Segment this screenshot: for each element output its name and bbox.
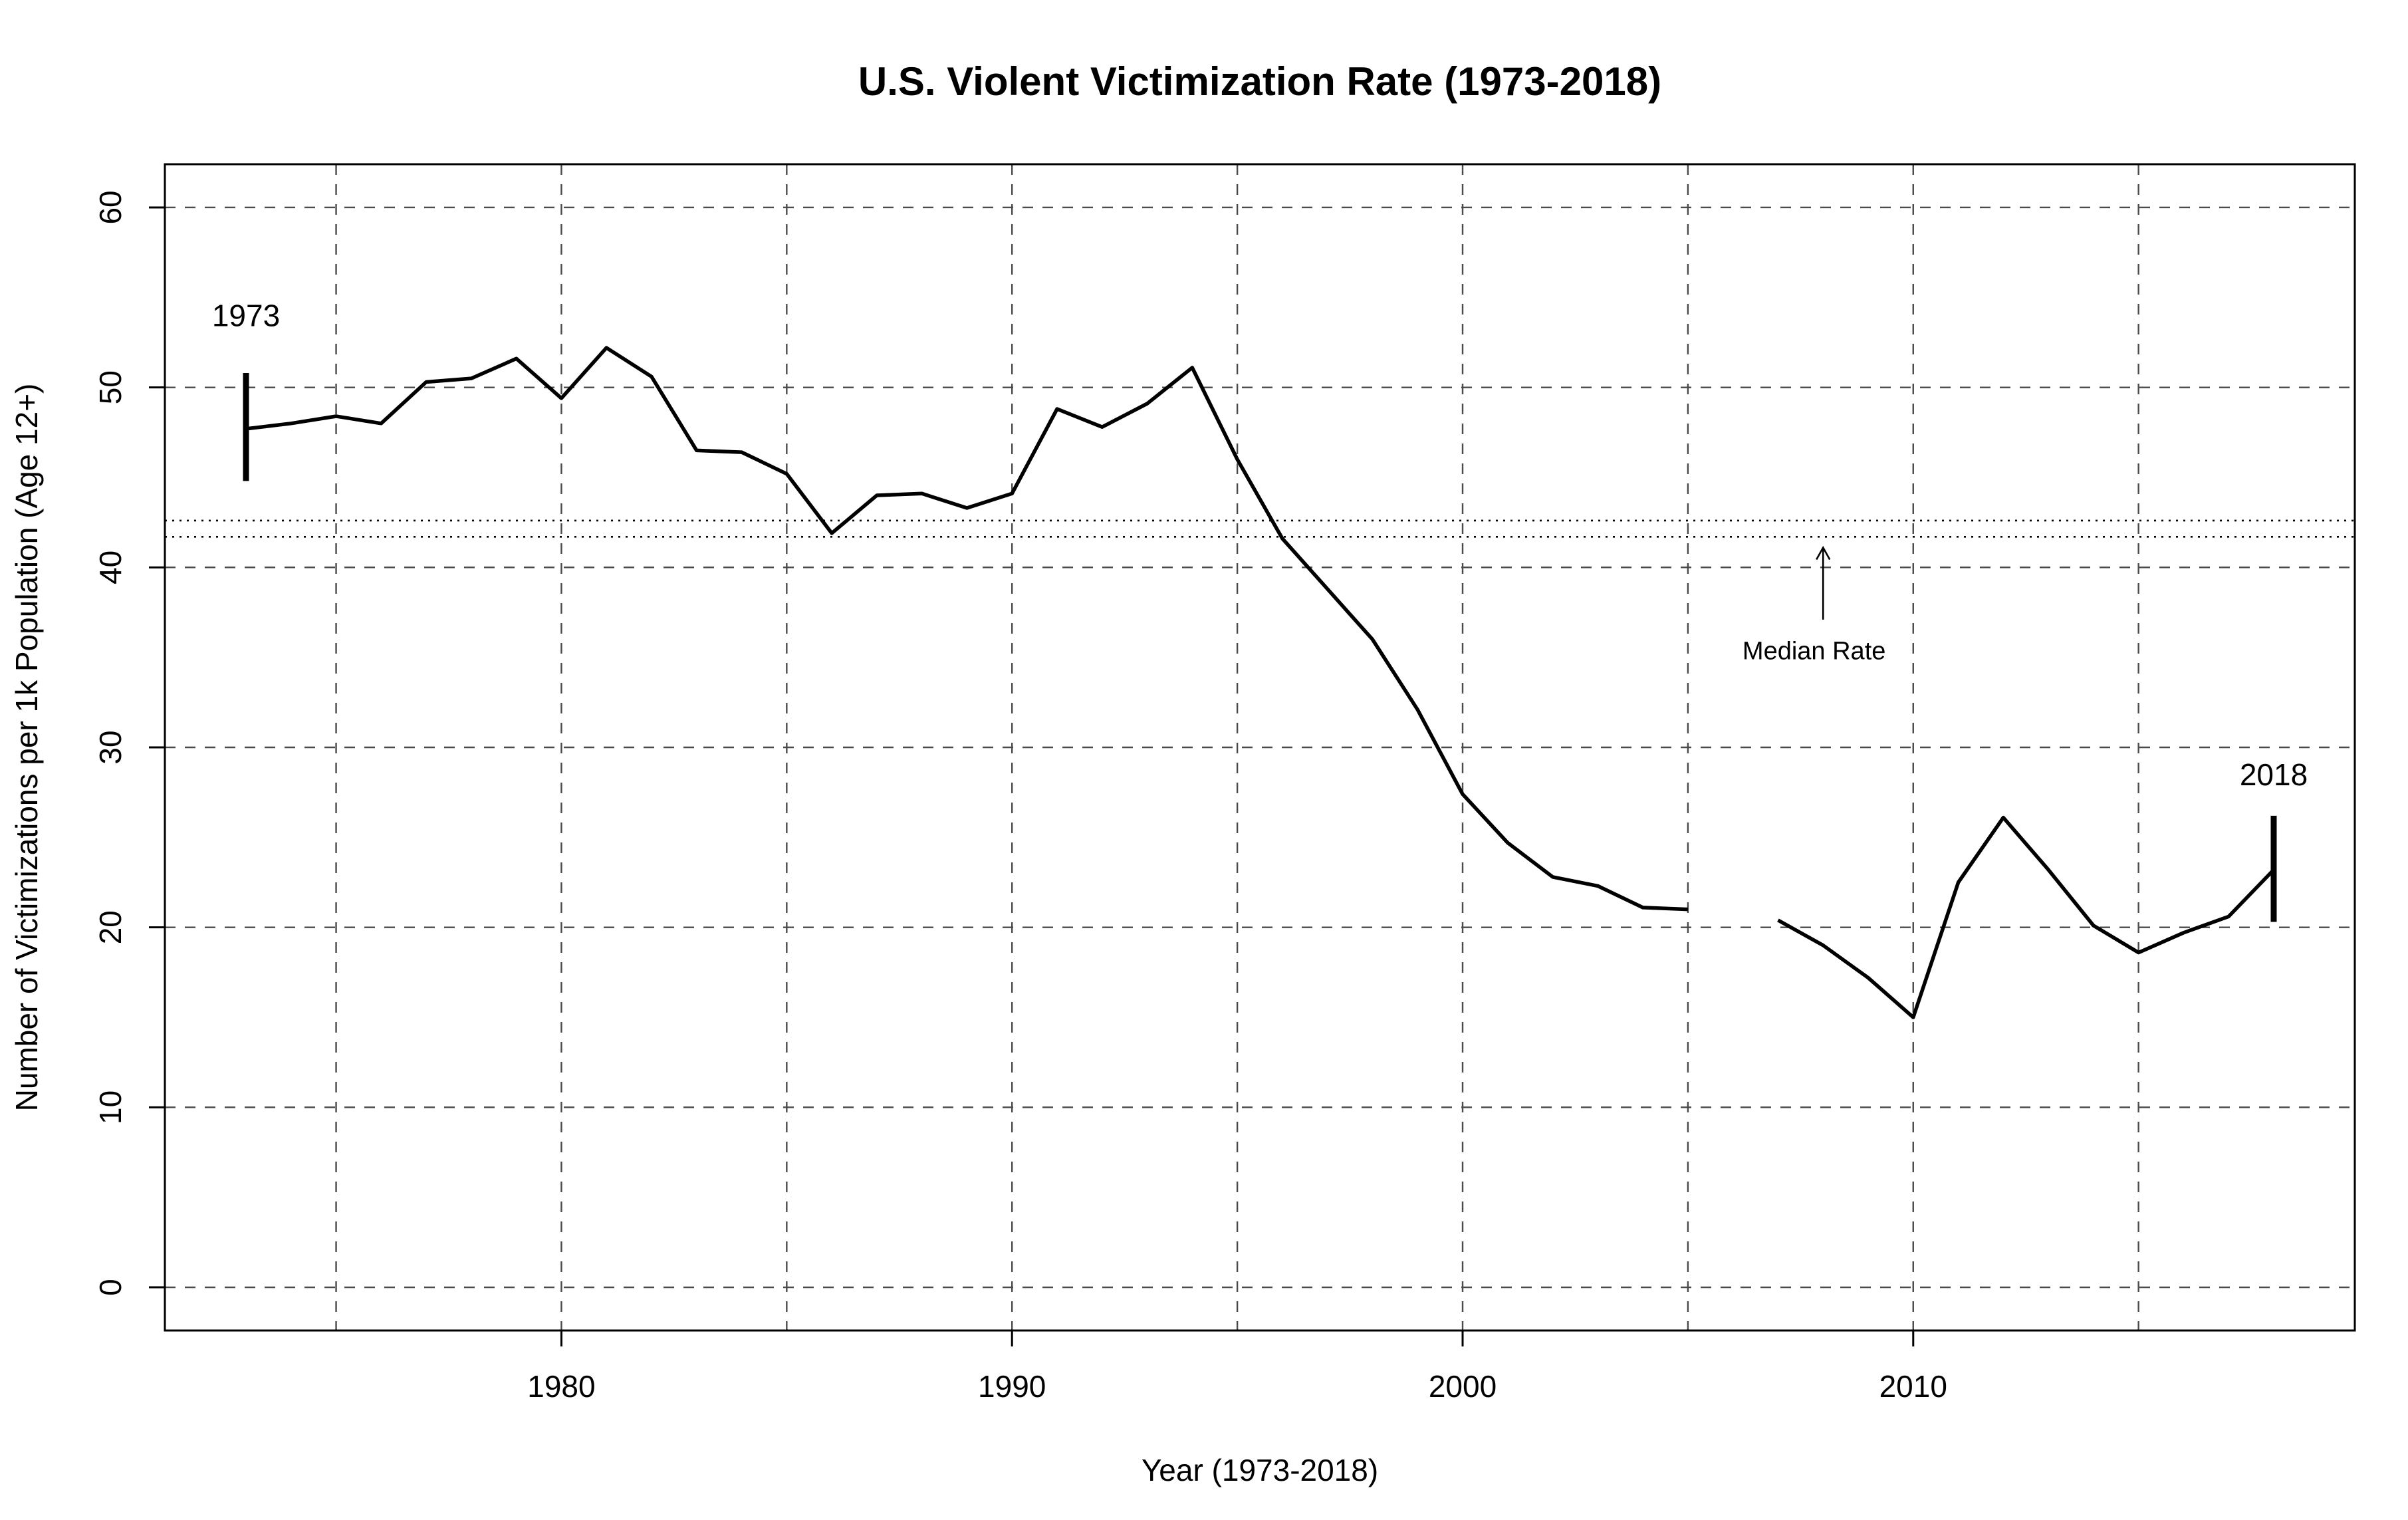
y-axis-label: Number of Victimizations per 1k Populati… [9, 384, 44, 1112]
y-tick-label-10: 10 [93, 1090, 128, 1124]
x-tick-label-1980: 1980 [527, 1369, 595, 1404]
series-line-segment-2 [1777, 815, 2275, 1019]
chart-title: U.S. Violent Victimization Rate (1973-20… [858, 59, 1661, 104]
x-tick-label-2010: 2010 [1879, 1369, 1947, 1404]
grid-layer [165, 164, 2355, 1330]
x-tick-label-1990: 1990 [978, 1369, 1046, 1404]
annotation-label-1973: 1973 [212, 299, 280, 333]
tick-layer: 1980 1990 2000 2010 0 10 20 30 40 50 60 [93, 190, 1947, 1404]
y-tick-label-30: 30 [93, 730, 128, 764]
median-arrow-head [1816, 545, 1831, 561]
y-tick-label-20: 20 [93, 910, 128, 944]
median-rate-label: Median Rate [1743, 637, 1885, 665]
y-tick-label-40: 40 [93, 551, 128, 584]
y-tick-label-0: 0 [93, 1279, 128, 1296]
y-tick-label-60: 60 [93, 190, 128, 224]
x-tick-label-2000: 2000 [1429, 1369, 1497, 1404]
annotation-label-2018: 2018 [2240, 757, 2308, 792]
annotation-layer: 1973 2018 Median Rate [212, 299, 2308, 922]
y-tick-label-50: 50 [93, 370, 128, 404]
series-layer [245, 346, 2275, 1019]
series-line-segment-1 [245, 346, 1689, 912]
x-axis-label: Year (1973-2018) [1142, 1453, 1378, 1487]
